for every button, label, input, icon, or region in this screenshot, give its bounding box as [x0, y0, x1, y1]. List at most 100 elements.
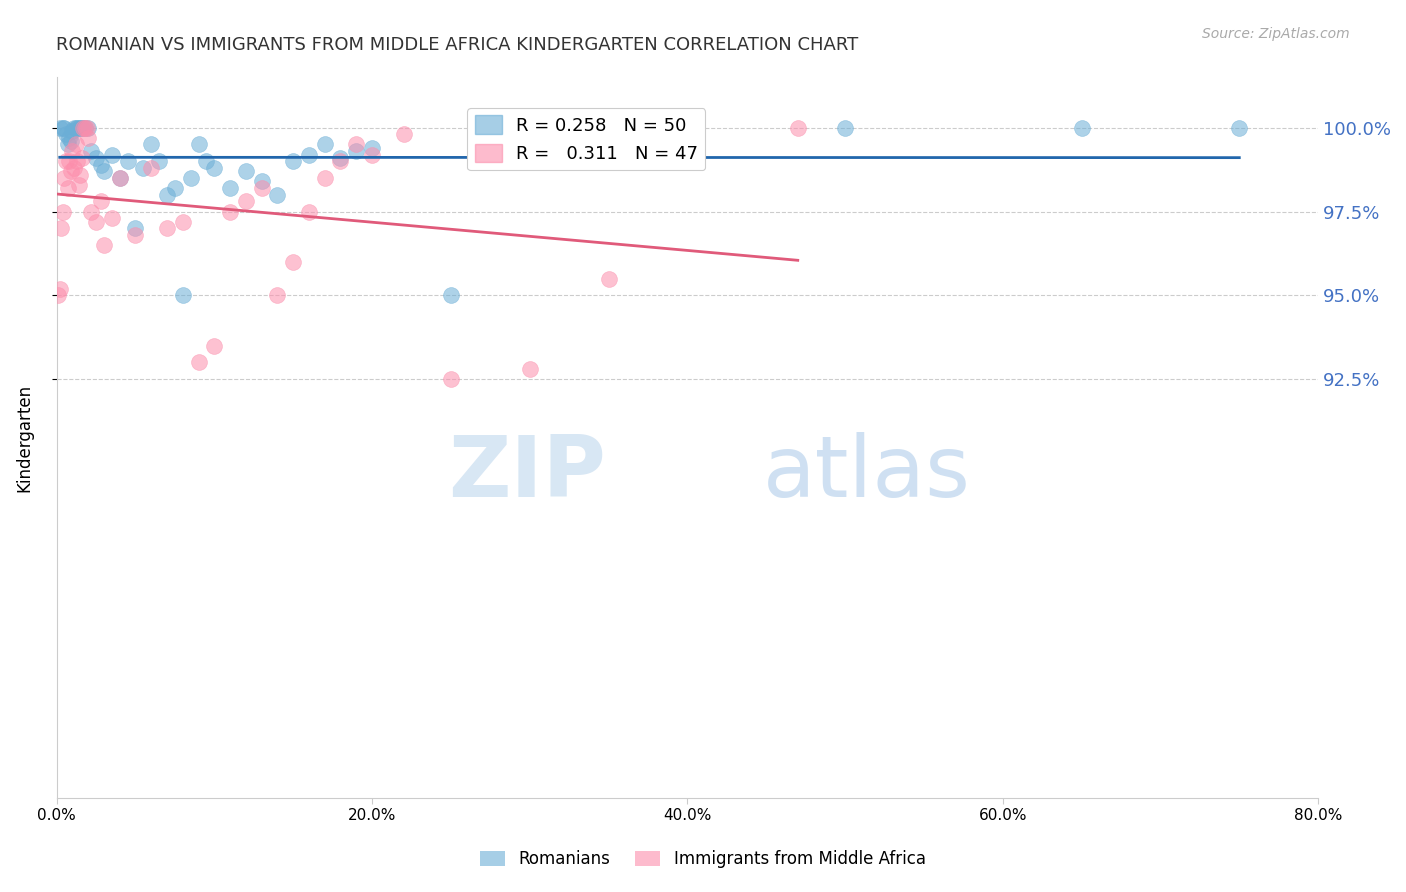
- Point: [148, 154, 170, 169]
- Point: [598, 271, 620, 285]
- Point: [108, 171, 131, 186]
- Point: [72, 120, 94, 135]
- Point: [77, 130, 100, 145]
- Point: [124, 227, 146, 242]
- Point: [51, 221, 73, 235]
- Point: [101, 211, 124, 226]
- Point: [84, 151, 107, 165]
- Point: [69, 120, 91, 135]
- Point: [163, 181, 186, 195]
- Point: [298, 204, 321, 219]
- Point: [90, 194, 112, 209]
- Text: atlas: atlas: [763, 433, 972, 516]
- Point: [56, 137, 79, 152]
- Point: [49, 120, 72, 135]
- Point: [58, 154, 80, 169]
- Point: [59, 164, 82, 178]
- Point: [73, 120, 96, 135]
- Point: [202, 161, 225, 175]
- Point: [117, 154, 139, 169]
- Point: [52, 120, 75, 135]
- Point: [281, 154, 304, 169]
- Point: [66, 154, 89, 169]
- Point: [84, 214, 107, 228]
- Point: [63, 161, 86, 175]
- Point: [250, 174, 273, 188]
- Point: [65, 137, 87, 152]
- Point: [235, 194, 257, 209]
- Point: [55, 154, 77, 169]
- Point: [314, 137, 336, 152]
- Point: [46, 288, 69, 302]
- Point: [329, 151, 352, 165]
- Point: [101, 147, 124, 161]
- Point: [132, 161, 155, 175]
- Point: [172, 288, 194, 302]
- Text: Source: ZipAtlas.com: Source: ZipAtlas.com: [1202, 27, 1350, 41]
- Point: [440, 372, 463, 386]
- Point: [156, 221, 179, 235]
- Point: [219, 204, 242, 219]
- Point: [53, 171, 76, 186]
- Point: [77, 120, 100, 135]
- Point: [361, 141, 384, 155]
- Point: [67, 178, 90, 192]
- Point: [219, 181, 242, 195]
- Point: [124, 221, 146, 235]
- Point: [519, 362, 541, 376]
- Point: [298, 147, 321, 161]
- Point: [58, 130, 80, 145]
- Y-axis label: Kindergarten: Kindergarten: [15, 384, 32, 491]
- Point: [344, 137, 367, 152]
- Point: [49, 282, 72, 296]
- Point: [172, 214, 194, 228]
- Text: ZIP: ZIP: [447, 433, 606, 516]
- Point: [180, 171, 202, 186]
- Point: [202, 338, 225, 352]
- Point: [250, 181, 273, 195]
- Point: [67, 120, 90, 135]
- Point: [59, 134, 82, 148]
- Point: [235, 164, 257, 178]
- Point: [156, 187, 179, 202]
- Point: [834, 120, 856, 135]
- Point: [266, 187, 288, 202]
- Legend: Romanians, Immigrants from Middle Africa: Romanians, Immigrants from Middle Africa: [474, 844, 932, 875]
- Point: [76, 120, 98, 135]
- Point: [72, 120, 94, 135]
- Point: [281, 254, 304, 268]
- Point: [70, 151, 93, 165]
- Point: [66, 120, 89, 135]
- Point: [1227, 120, 1250, 135]
- Point: [187, 137, 209, 152]
- Point: [70, 120, 93, 135]
- Point: [56, 181, 79, 195]
- Point: [60, 124, 83, 138]
- Point: [65, 120, 87, 135]
- Point: [195, 154, 218, 169]
- Point: [329, 154, 352, 169]
- Point: [60, 144, 83, 158]
- Point: [344, 144, 367, 158]
- Point: [786, 120, 808, 135]
- Point: [73, 120, 96, 135]
- Point: [55, 128, 77, 142]
- Point: [141, 161, 163, 175]
- Point: [440, 288, 463, 302]
- Point: [80, 144, 103, 158]
- Point: [93, 238, 115, 252]
- Point: [63, 120, 86, 135]
- Point: [314, 171, 336, 186]
- Point: [93, 164, 115, 178]
- Point: [141, 137, 163, 152]
- Point: [392, 128, 415, 142]
- Point: [52, 204, 75, 219]
- Point: [1070, 120, 1092, 135]
- Point: [108, 171, 131, 186]
- Legend: R = 0.258   N = 50, R =   0.311   N = 47: R = 0.258 N = 50, R = 0.311 N = 47: [467, 108, 706, 170]
- Point: [187, 355, 209, 369]
- Point: [361, 147, 384, 161]
- Point: [266, 288, 288, 302]
- Point: [519, 137, 541, 152]
- Point: [80, 204, 103, 219]
